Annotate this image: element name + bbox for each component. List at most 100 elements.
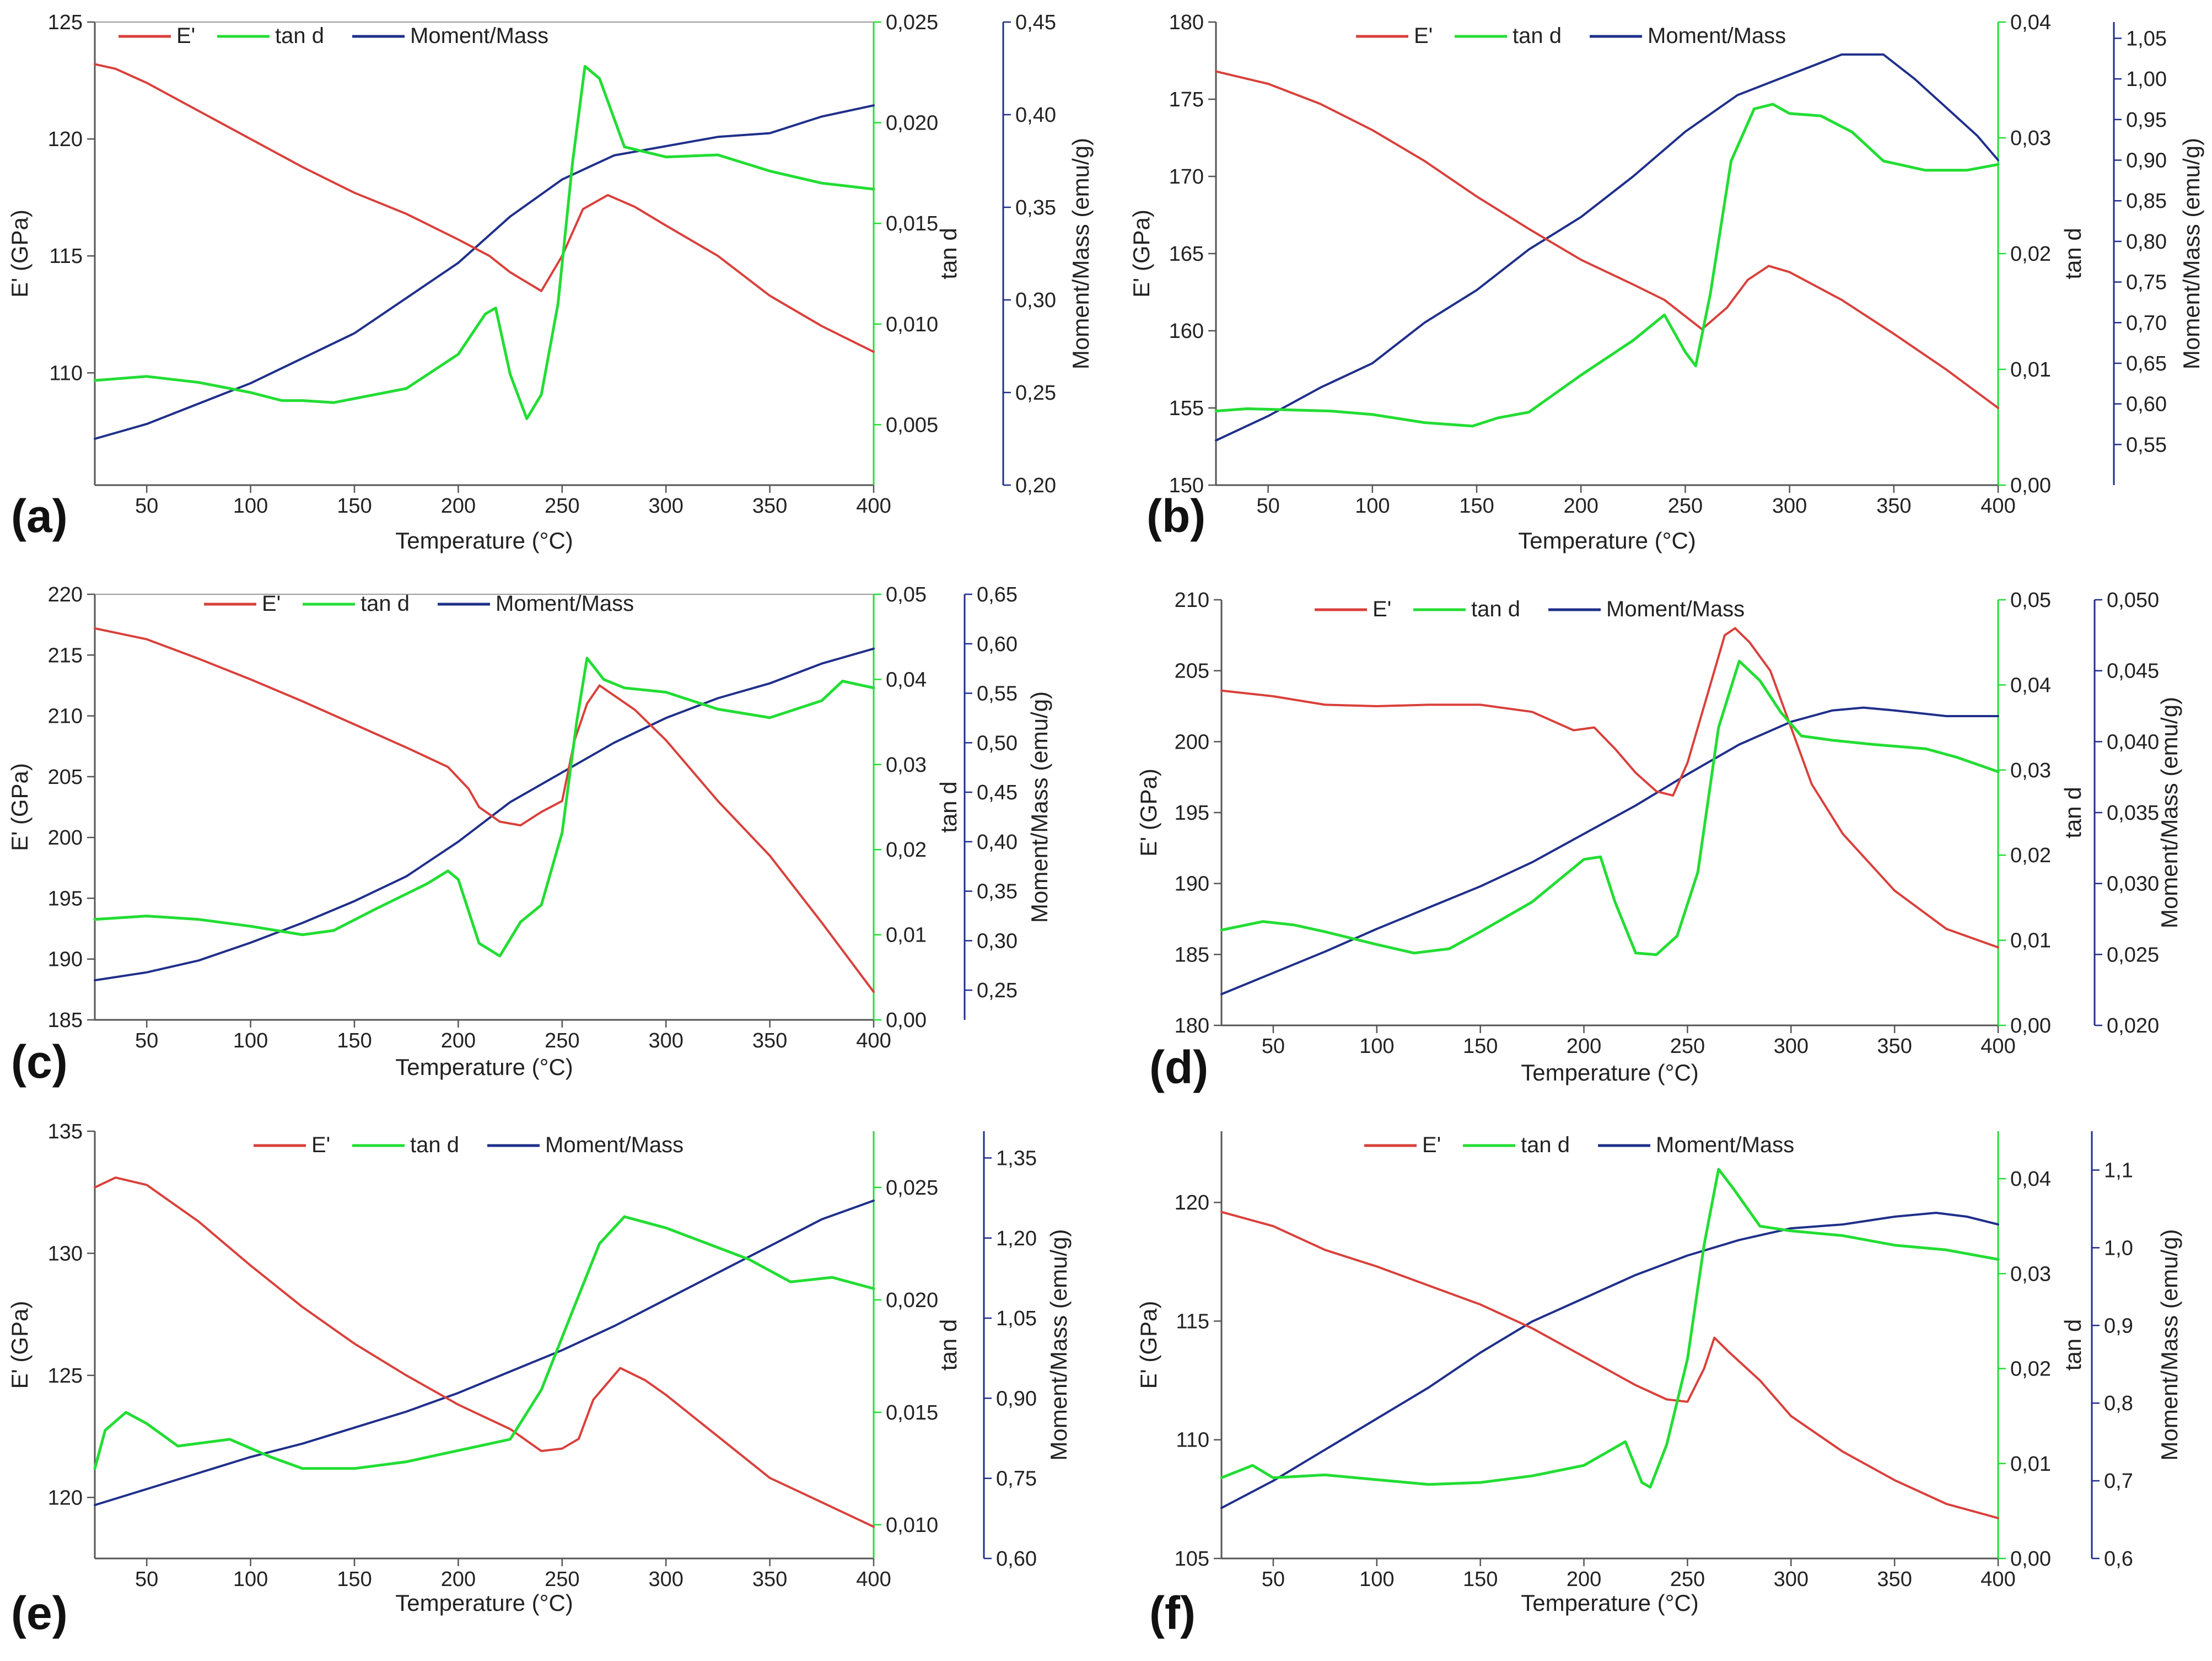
x-tick-label: 50 bbox=[135, 494, 158, 518]
tan-axis-label: tan d bbox=[2060, 1319, 2086, 1370]
series-line-momentmass bbox=[1220, 706, 1999, 996]
left-tick-label: 190 bbox=[1175, 873, 1209, 896]
series-line-e bbox=[94, 627, 875, 993]
moment-tick-label: 0,9 bbox=[2104, 1314, 2133, 1337]
moment-tick-label: 0,75 bbox=[2126, 271, 2167, 294]
tan-tick-label: 0,03 bbox=[886, 754, 927, 777]
left-tick-label: 120 bbox=[1175, 1191, 1209, 1214]
x-tick-label: 200 bbox=[1567, 1568, 1601, 1591]
left-tick-label: 135 bbox=[48, 1120, 83, 1143]
moment-tick-label: 0,45 bbox=[977, 781, 1018, 804]
series-line-e bbox=[1220, 627, 1999, 949]
x-tick-label: 400 bbox=[856, 1568, 891, 1591]
moment-tick-label: 0,95 bbox=[2126, 109, 2167, 132]
series-line-tand bbox=[93, 657, 875, 958]
left-tick-label: 205 bbox=[48, 766, 83, 789]
left-tick-label: 150 bbox=[1169, 474, 1204, 497]
moment-tick-label: 0,020 bbox=[2107, 1014, 2159, 1038]
moment-tick-label: 1,35 bbox=[996, 1147, 1037, 1170]
legend-entry: Moment/Mass bbox=[496, 592, 634, 616]
x-axis-label: Temperature (°C) bbox=[1521, 1590, 1699, 1616]
left-tick-label: 115 bbox=[1176, 1310, 1209, 1333]
moment-tick-label: 0,80 bbox=[2126, 230, 2167, 254]
x-tick-label: 250 bbox=[1670, 1568, 1705, 1591]
chart-panel-4: 50 100 150 200 250 300 350 400 180 185 190 195 200 20… bbox=[1135, 589, 2182, 1093]
tan-axis-label: tan d bbox=[935, 781, 961, 832]
chart-panel-2: 50 100 150 200 250 300 350 400 150 155 160 165 170 17… bbox=[1128, 11, 2204, 553]
moment-tick-label: 0,65 bbox=[2126, 352, 2167, 375]
left-tick-label: 165 bbox=[1169, 243, 1204, 266]
x-tick-label: 200 bbox=[1563, 494, 1598, 518]
x-tick-label: 400 bbox=[856, 1029, 891, 1052]
x-tick-label: 200 bbox=[1567, 1035, 1601, 1058]
moment-axis-label: Moment/Mass (emu/g) bbox=[2156, 1229, 2182, 1460]
moment-axis-label: Moment/Mass (emu/g) bbox=[1068, 138, 1094, 369]
moment-tick-label: 0,60 bbox=[2126, 393, 2167, 416]
tan-tick-label: 0,015 bbox=[886, 212, 938, 235]
x-axis-label: Temperature (°C) bbox=[1521, 1060, 1699, 1085]
moment-axis-label: Moment/Mass (emu/g) bbox=[1026, 691, 1052, 923]
left-tick-label: 200 bbox=[1175, 730, 1209, 754]
left-axis-label: E' (GPa) bbox=[1128, 209, 1154, 298]
x-tick-label: 200 bbox=[441, 1568, 476, 1591]
tan-tick-label: 0,010 bbox=[886, 313, 938, 336]
x-tick-label: 350 bbox=[752, 1029, 787, 1052]
moment-tick-label: 0,6 bbox=[2104, 1547, 2133, 1571]
tan-tick-label: 0,005 bbox=[886, 413, 938, 437]
x-tick-label: 300 bbox=[648, 494, 683, 518]
left-axis-label: E' (GPa) bbox=[7, 1301, 33, 1389]
x-tick-label: 150 bbox=[337, 494, 372, 518]
x-tick-label: 400 bbox=[1980, 1568, 2015, 1591]
legend-entry: E' bbox=[1373, 597, 1391, 621]
panel-label: (b) bbox=[1147, 490, 1205, 542]
left-tick-label: 200 bbox=[48, 826, 83, 850]
left-tick-label: 210 bbox=[1175, 589, 1209, 612]
tan-tick-label: 0,00 bbox=[2010, 1014, 2051, 1038]
tan-tick-label: 0,03 bbox=[2010, 759, 2051, 782]
legend: E' tan d Moment/Mass bbox=[1364, 1133, 1794, 1157]
moment-tick-label: 0,75 bbox=[996, 1468, 1037, 1491]
left-tick-label: 130 bbox=[48, 1242, 83, 1265]
tan-tick-label: 0,01 bbox=[2010, 929, 2051, 953]
moment-tick-label: 1,00 bbox=[2126, 68, 2167, 91]
moment-tick-label: 1,20 bbox=[996, 1227, 1037, 1250]
moment-tick-label: 1,05 bbox=[996, 1307, 1037, 1330]
moment-tick-label: 0,8 bbox=[2104, 1392, 2133, 1415]
chart-panel-1: 50 100 150 200 250 300 350 400 110 115 120 125 0,005… bbox=[7, 11, 1094, 553]
series-line-e bbox=[94, 1176, 875, 1528]
x-tick-label: 300 bbox=[1772, 494, 1807, 518]
moment-tick-label: 0,90 bbox=[2126, 149, 2167, 173]
tan-axis-label: tan d bbox=[2060, 787, 2086, 838]
left-tick-label: 190 bbox=[48, 948, 83, 971]
series-line-tand bbox=[93, 1215, 875, 1470]
left-tick-label: 120 bbox=[48, 128, 83, 151]
legend-entry: tan d bbox=[360, 592, 410, 616]
moment-tick-label: 0,70 bbox=[2126, 311, 2167, 335]
x-tick-label: 100 bbox=[1359, 1035, 1394, 1058]
legend-entry: E' bbox=[1422, 1133, 1441, 1157]
left-tick-label: 125 bbox=[48, 11, 83, 34]
legend-entry: Moment/Mass bbox=[1656, 1133, 1794, 1157]
tan-axis-label: tan d bbox=[2060, 228, 2086, 279]
x-tick-label: 200 bbox=[441, 494, 476, 518]
panel-label: (e) bbox=[11, 1587, 68, 1639]
series-line-momentmass bbox=[94, 1199, 875, 1507]
moment-tick-label: 0,60 bbox=[996, 1547, 1037, 1571]
x-tick-label: 100 bbox=[233, 1568, 268, 1591]
moment-tick-label: 0,050 bbox=[2107, 589, 2159, 612]
x-tick-label: 50 bbox=[135, 1568, 158, 1591]
left-tick-label: 215 bbox=[48, 644, 83, 667]
moment-axis-label: Moment/Mass (emu/g) bbox=[2178, 138, 2204, 369]
x-tick-label: 400 bbox=[856, 494, 891, 518]
panel-label: (c) bbox=[11, 1036, 68, 1088]
left-axis-label: E' (GPa) bbox=[7, 763, 33, 851]
tan-tick-label: 0,04 bbox=[2010, 1168, 2051, 1191]
tan-tick-label: 0,03 bbox=[2010, 1262, 2051, 1286]
moment-tick-label: 0,025 bbox=[2107, 943, 2159, 966]
series-line-tand bbox=[1220, 1168, 2000, 1489]
tan-tick-label: 0,00 bbox=[2010, 1547, 2051, 1571]
moment-tick-label: 1,0 bbox=[2104, 1237, 2133, 1260]
x-tick-label: 400 bbox=[1980, 1035, 2015, 1058]
tan-tick-label: 0,025 bbox=[886, 11, 938, 34]
legend: E' tan d Moment/Mass bbox=[1356, 24, 1786, 48]
